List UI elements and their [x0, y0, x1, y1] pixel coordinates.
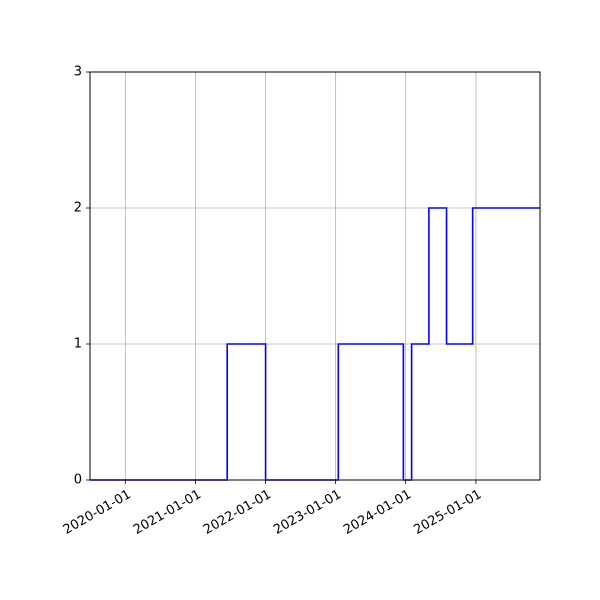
y-tick-label: 3 — [74, 65, 82, 80]
x-tick-label: 2024-01-01 — [341, 487, 414, 538]
x-tick-label: 2025-01-01 — [411, 487, 484, 538]
y-tick-label: 1 — [74, 337, 82, 352]
x-tick-label: 2020-01-01 — [61, 487, 134, 538]
y-tick-label: 2 — [74, 201, 82, 216]
series-0 — [90, 207, 540, 481]
series-layer — [90, 207, 540, 481]
y-tick-label: 0 — [74, 473, 82, 488]
series-line — [90, 207, 540, 481]
plot-frame — [89, 71, 541, 481]
x-tick-label: 2023-01-01 — [271, 487, 344, 538]
axes: 2020-01-012021-01-012022-01-012023-01-01… — [61, 65, 485, 538]
x-tick-label: 2022-01-01 — [201, 487, 274, 538]
x-tick-label: 2021-01-01 — [131, 487, 204, 538]
